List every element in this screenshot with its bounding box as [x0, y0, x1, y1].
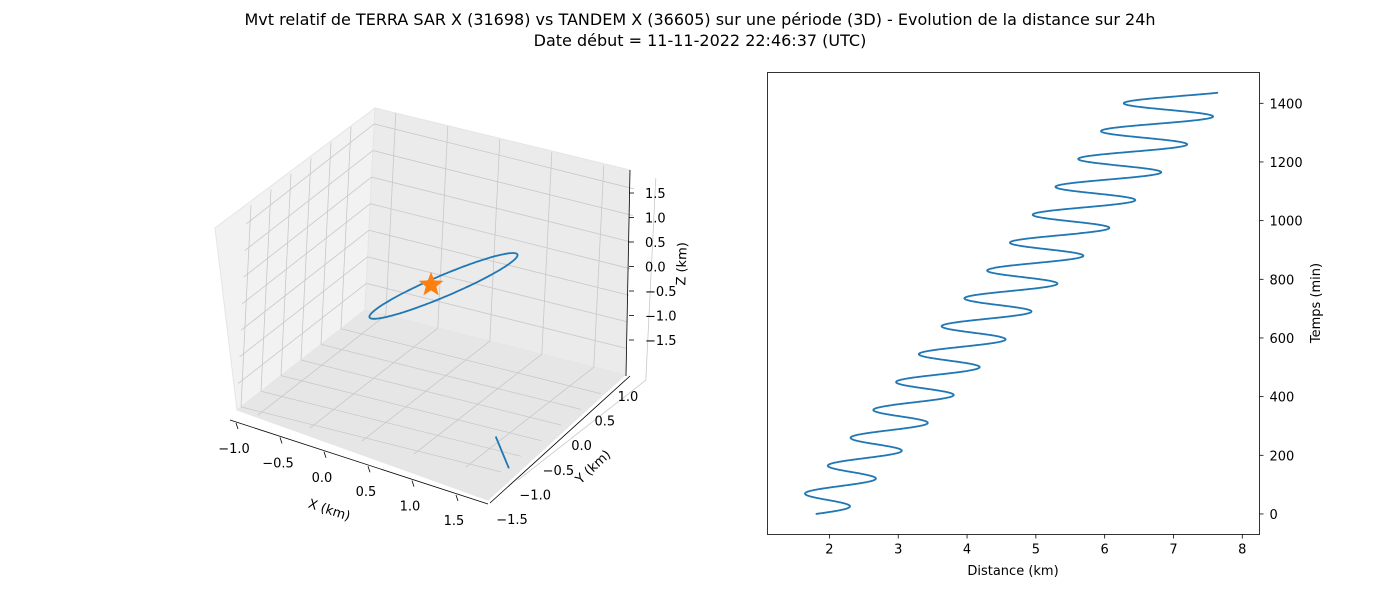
grid-line-y-side: [340, 126, 352, 329]
origin-star-marker: [418, 271, 444, 296]
y2-tick-label: 1400: [1270, 97, 1303, 112]
grid-line-x-back: [385, 113, 397, 316]
x-tick-label: −0.5: [262, 456, 294, 471]
x-tick-label: 1.5: [444, 514, 465, 529]
grid-line-y-floor: [280, 375, 542, 442]
x2-tick-label: 6: [1101, 543, 1109, 558]
z-tick-label: 0.5: [645, 236, 666, 251]
grid-line-x-floor: [517, 379, 647, 481]
y2-tick-label: 0: [1270, 508, 1278, 523]
chart-title-line-2: Date début = 11-11-2022 22:46:37 (UTC): [533, 31, 867, 50]
grid-line-z-back: [367, 256, 628, 323]
y2-axis-label: Temps (min): [1309, 263, 1324, 344]
y-tick-label: 0.0: [571, 439, 592, 454]
grid-3d: [238, 113, 657, 481]
z-tick-label: −0.5: [645, 285, 677, 300]
grid-line-z-back: [374, 123, 635, 190]
grid-line-z-back: [370, 203, 631, 270]
z-axis-label: Z (km): [674, 242, 691, 286]
chart-title-line-1: Mvt relatif de TERRA SAR X (31698) vs TA…: [244, 10, 1156, 29]
y-tick-label: −1.5: [496, 513, 528, 528]
grid-line-x-back: [541, 152, 553, 355]
z-tick-label: 0.0: [645, 261, 666, 276]
x-axis-line: [229, 419, 489, 505]
grid-line-y-floor: [260, 390, 522, 457]
y2-tick-label: 600: [1270, 332, 1295, 347]
x-tick-label: 0.0: [312, 471, 333, 486]
x2-tick-label: 5: [1032, 543, 1040, 558]
grid-line-y-side: [280, 173, 292, 376]
grid-line-z-side: [239, 256, 368, 358]
ticks-3d: −1.0−0.50.00.51.01.5 −1.5−1.0−0.50.00.51.…: [218, 187, 676, 529]
plot-2d-frame: [767, 72, 1260, 535]
x-axis-label: X (km): [306, 497, 352, 525]
grid-line-z-back: [366, 283, 627, 349]
x-tick-label: 0.5: [356, 485, 377, 500]
grid-line-z-side: [242, 203, 371, 304]
grid-line-y-floor: [240, 406, 502, 473]
grid-line-z-side: [244, 150, 374, 251]
grid-line-y-floor: [340, 328, 602, 395]
grid-line-y-side: [320, 142, 332, 345]
x-tick-label: −1.0: [218, 442, 250, 457]
x-tick-label: 1.0: [400, 500, 421, 515]
y2-tick-label: 800: [1270, 273, 1295, 288]
grid-line-z-back: [371, 176, 632, 243]
z-tick-label: −1.5: [645, 334, 677, 349]
plot-3d: −1.0−0.50.00.51.01.5 −1.5−1.0−0.50.00.51.…: [214, 106, 691, 529]
x2-tick-label: 8: [1238, 543, 1246, 558]
grid-line-y-floor: [320, 343, 582, 410]
grid-line-z-back: [372, 150, 633, 216]
z-axis-line: [625, 169, 631, 377]
grid-line-x-back: [437, 126, 449, 329]
grid-line-z-side: [245, 123, 375, 225]
x2-tick-label: 3: [894, 543, 902, 558]
y-tick-label: 1.0: [618, 390, 639, 405]
x2-axis-label: Distance (km): [967, 564, 1058, 579]
y2-tick-label: 1200: [1270, 156, 1303, 171]
trajectory-3d-line: [368, 252, 519, 469]
grid-line-x-back: [593, 165, 605, 368]
grid-line-z-back: [368, 229, 630, 296]
grid-line-y-floor: [300, 359, 562, 426]
y-tick-label: 0.5: [594, 415, 615, 430]
y-axis-line: [489, 375, 631, 504]
grid-line-x-back: [489, 139, 501, 342]
x2-tick-label: 7: [1169, 543, 1177, 558]
y2-tick-label: 200: [1270, 449, 1295, 464]
grid-line-z-side: [240, 229, 370, 331]
z-tick-label: 1.5: [645, 187, 666, 202]
grid-line-x-back: [645, 178, 657, 381]
y2-tick-label: 400: [1270, 391, 1295, 406]
x2-tick-label: 4: [963, 543, 971, 558]
z-tick-label: −1.0: [645, 310, 677, 325]
plot-2d: 2 3 4 5 6 7 8 0 200 400 600 800 1000 1200 1400 Distanc…: [767, 72, 1324, 579]
grid-line-y-side: [260, 189, 272, 392]
z-tick-label: 1.0: [645, 212, 666, 227]
grid-line-y-side: [300, 157, 312, 361]
distance-line: [804, 91, 1219, 515]
y2-tick-label: 1000: [1270, 215, 1303, 230]
grid-line-z-side: [243, 176, 372, 278]
pane-floor: [235, 309, 627, 501]
ticks-2d: 2 3 4 5 6 7 8 0 200 400 600 800 1000 1200 1400: [825, 97, 1302, 557]
y-tick-label: −0.5: [543, 464, 575, 479]
x2-tick-label: 2: [825, 543, 833, 558]
grid-line-y-side: [240, 204, 252, 407]
y-tick-label: −1.0: [519, 488, 551, 503]
grid-line-z-side: [238, 283, 367, 384]
